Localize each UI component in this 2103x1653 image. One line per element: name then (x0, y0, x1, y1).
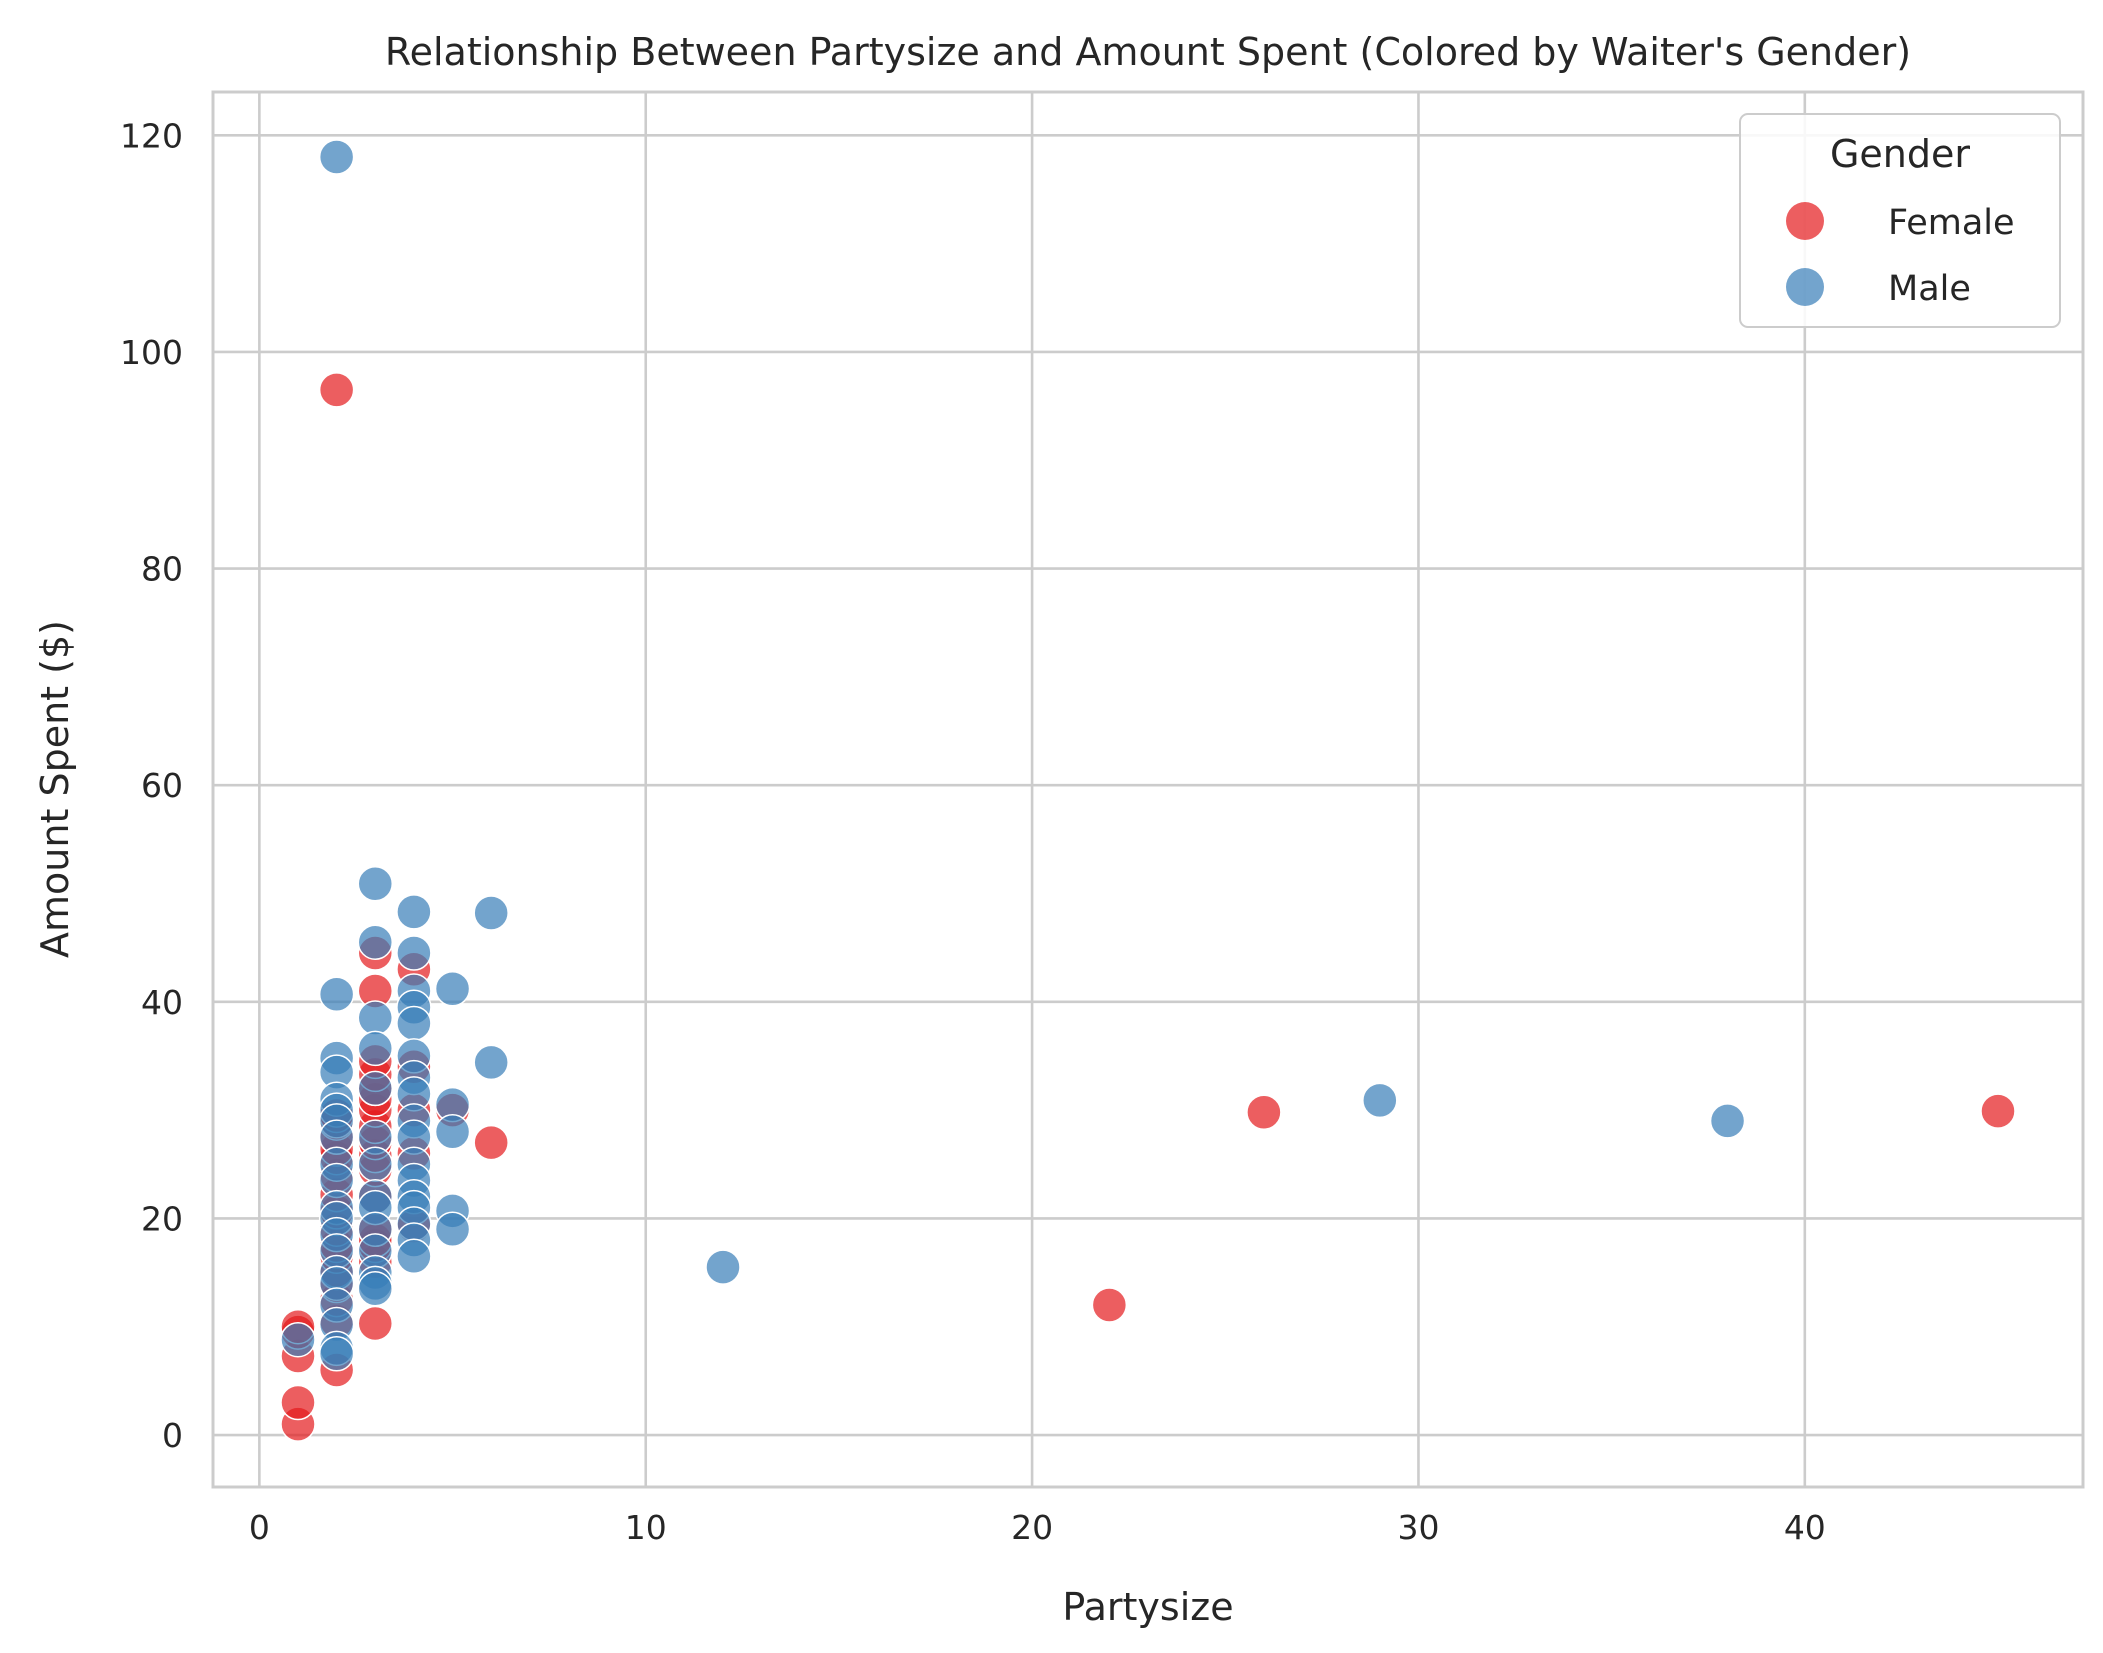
data-point-male (434, 971, 471, 1007)
legend-marker-female (1786, 202, 1824, 240)
data-point-female (1091, 1287, 1128, 1323)
data-point-male (473, 1044, 509, 1081)
data-point-male (1709, 1103, 1746, 1139)
x-tick-label: 40 (1784, 1508, 1826, 1547)
data-point-male (357, 1271, 394, 1307)
data-point-male (1362, 1082, 1398, 1119)
y-tick-label: 100 (120, 333, 183, 372)
y-axis-label: Amount Spent ($) (33, 620, 77, 958)
legend-box (1739, 113, 2061, 328)
legend-marker-male (1786, 268, 1824, 306)
y-tick-label: 0 (162, 1416, 183, 1455)
data-point-male (357, 1070, 394, 1107)
data-point-male (318, 1336, 355, 1372)
data-point-male (318, 139, 355, 175)
data-point-male (473, 895, 509, 931)
data-point-male (396, 935, 432, 971)
y-tick-label: 120 (120, 116, 183, 155)
legend-title: Gender (1830, 132, 1970, 176)
data-points (280, 139, 2016, 1442)
x-tick-label: 0 (249, 1508, 270, 1547)
data-point-male (396, 1238, 432, 1275)
data-point-male (396, 894, 432, 930)
data-point-male (396, 1005, 432, 1042)
data-point-female (280, 1384, 316, 1421)
plot-frame (211, 90, 2085, 1489)
x-tick-label: 30 (1397, 1508, 1439, 1547)
grid (213, 92, 2083, 1487)
legend-label-female: Female (1888, 203, 2015, 243)
data-point-male (357, 1146, 394, 1182)
data-point-female (318, 372, 355, 408)
data-point-male (318, 976, 355, 1012)
data-point-female (357, 1305, 394, 1342)
legend-label-male: Male (1888, 269, 1971, 309)
data-point-male (280, 1321, 316, 1358)
tick-labels: 0 10 20 30 40 0 20 40 60 80 100 120 (120, 116, 1826, 1547)
data-point-female (1980, 1093, 2016, 1129)
x-axis-label: Partysize (1062, 1585, 1233, 1629)
data-point-male (357, 865, 394, 902)
data-point-male (357, 924, 394, 960)
legend: Gender Female Male (1739, 113, 2061, 328)
data-point-male (434, 1114, 471, 1150)
x-tick-label: 20 (1011, 1508, 1053, 1547)
data-point-male (357, 1030, 394, 1067)
series-male (280, 139, 1746, 1372)
data-point-female (1246, 1094, 1282, 1131)
data-point-male (705, 1249, 741, 1285)
data-point-male (357, 1000, 394, 1036)
y-tick-label: 20 (141, 1199, 183, 1238)
y-tick-label: 80 (141, 550, 183, 589)
chart-title: Relationship Between Partysize and Amoun… (385, 30, 1911, 74)
y-tick-label: 40 (141, 983, 183, 1022)
y-tick-label: 60 (141, 766, 183, 805)
data-point-male (434, 1211, 471, 1247)
data-point-female (473, 1124, 509, 1161)
x-tick-label: 10 (625, 1508, 667, 1547)
